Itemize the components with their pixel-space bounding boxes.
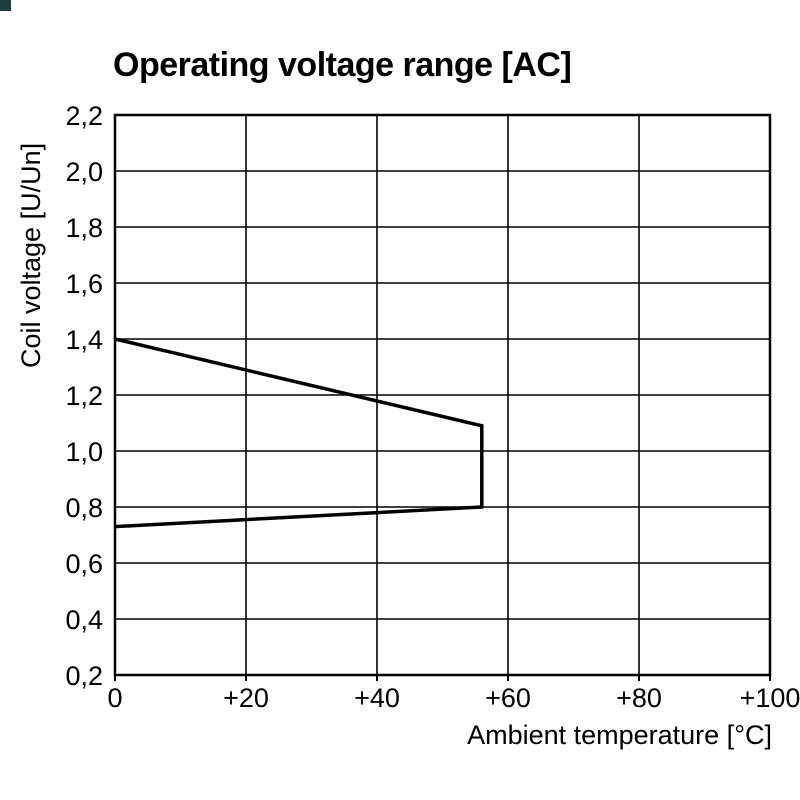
x-axis-label: Ambient temperature [°C]	[467, 720, 772, 750]
y-tick-label: 2,2	[65, 101, 103, 131]
y-tick-label: 1,6	[65, 269, 103, 299]
y-tick-label: 2,0	[65, 157, 103, 187]
x-tick-label: +80	[616, 683, 662, 713]
y-tick-label: 0,8	[65, 493, 103, 523]
corner-mark	[0, 0, 11, 11]
x-tick-label: 0	[107, 683, 122, 713]
y-tick-label: 1,0	[65, 437, 103, 467]
y-tick-label: 0,2	[65, 661, 103, 691]
y-tick-label: 1,4	[65, 325, 103, 355]
plot-border	[113, 113, 772, 677]
y-tick-label: 1,8	[65, 213, 103, 243]
y-tick-label: 0,6	[65, 549, 103, 579]
x-tick-label: +20	[223, 683, 269, 713]
chart-title: Operating voltage range [AC]	[113, 46, 572, 84]
y-tick-label: 0,4	[65, 605, 103, 635]
x-tick-label: +100	[740, 683, 800, 713]
x-tick-label: +60	[485, 683, 531, 713]
y-tick-label: 1,2	[65, 381, 103, 411]
x-tick-label: +40	[354, 683, 400, 713]
operating-range-boundary-line	[114, 337, 484, 529]
